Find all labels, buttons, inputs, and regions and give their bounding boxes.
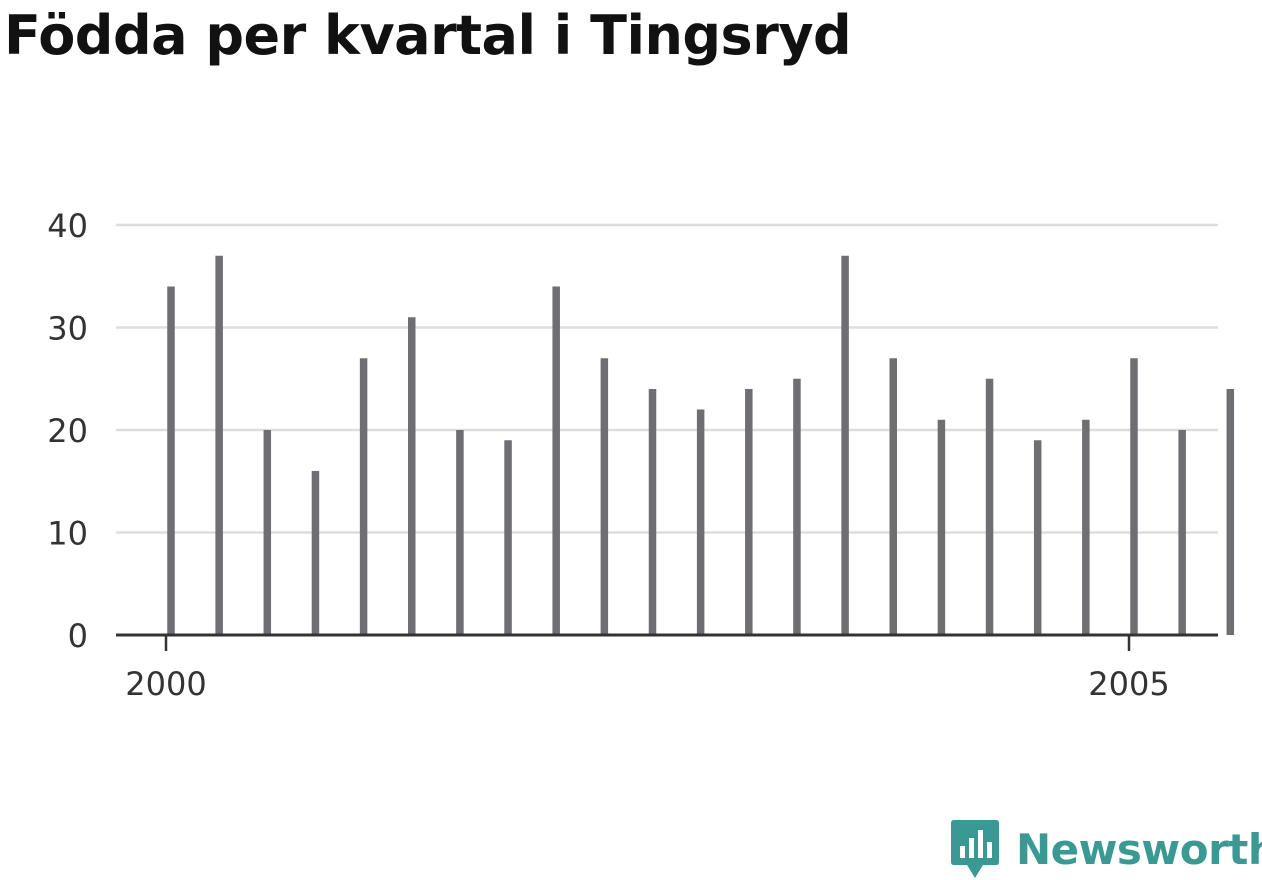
- bar: [1178, 430, 1186, 635]
- bar: [648, 389, 657, 635]
- bars: [167, 255, 1235, 635]
- y-tick-label: 30: [47, 310, 88, 348]
- axis-ticks: 01020304017200020052010201520202025: [47, 207, 1169, 703]
- bar: [408, 317, 416, 635]
- bar: [985, 378, 994, 635]
- bar: [793, 378, 801, 635]
- newsworthy-logo-icon: [951, 820, 999, 878]
- y-tick-label: 0: [68, 617, 88, 655]
- bar: [552, 286, 560, 635]
- bar: [841, 255, 849, 635]
- bar: [745, 389, 753, 635]
- bar: [1082, 419, 1090, 635]
- bar: [889, 358, 897, 635]
- y-tick-label: 10: [47, 515, 88, 553]
- bar: [263, 430, 272, 635]
- x-tick-label: 2000: [125, 665, 206, 703]
- brand-name: Newsworthy: [1016, 824, 1262, 874]
- brand-logo: Newsworthy: [950, 818, 1262, 880]
- bar: [504, 440, 512, 635]
- x-tick-label: 2005: [1088, 665, 1169, 703]
- gridlines: [116, 223, 1218, 534]
- y-tick-label: 40: [47, 207, 88, 245]
- bar: [215, 255, 223, 635]
- y-tick-label: 20: [47, 412, 88, 450]
- bar: [1130, 358, 1138, 635]
- bar: [1226, 389, 1235, 635]
- bar: [359, 358, 368, 635]
- bar: [937, 419, 946, 635]
- bar: [456, 430, 464, 635]
- bar: [311, 471, 320, 635]
- bar: [600, 358, 609, 635]
- chart-title: Födda per kvartal i Tingsryd: [4, 4, 852, 67]
- bar: [696, 409, 705, 635]
- bar: [1033, 440, 1042, 635]
- bar: [167, 286, 175, 635]
